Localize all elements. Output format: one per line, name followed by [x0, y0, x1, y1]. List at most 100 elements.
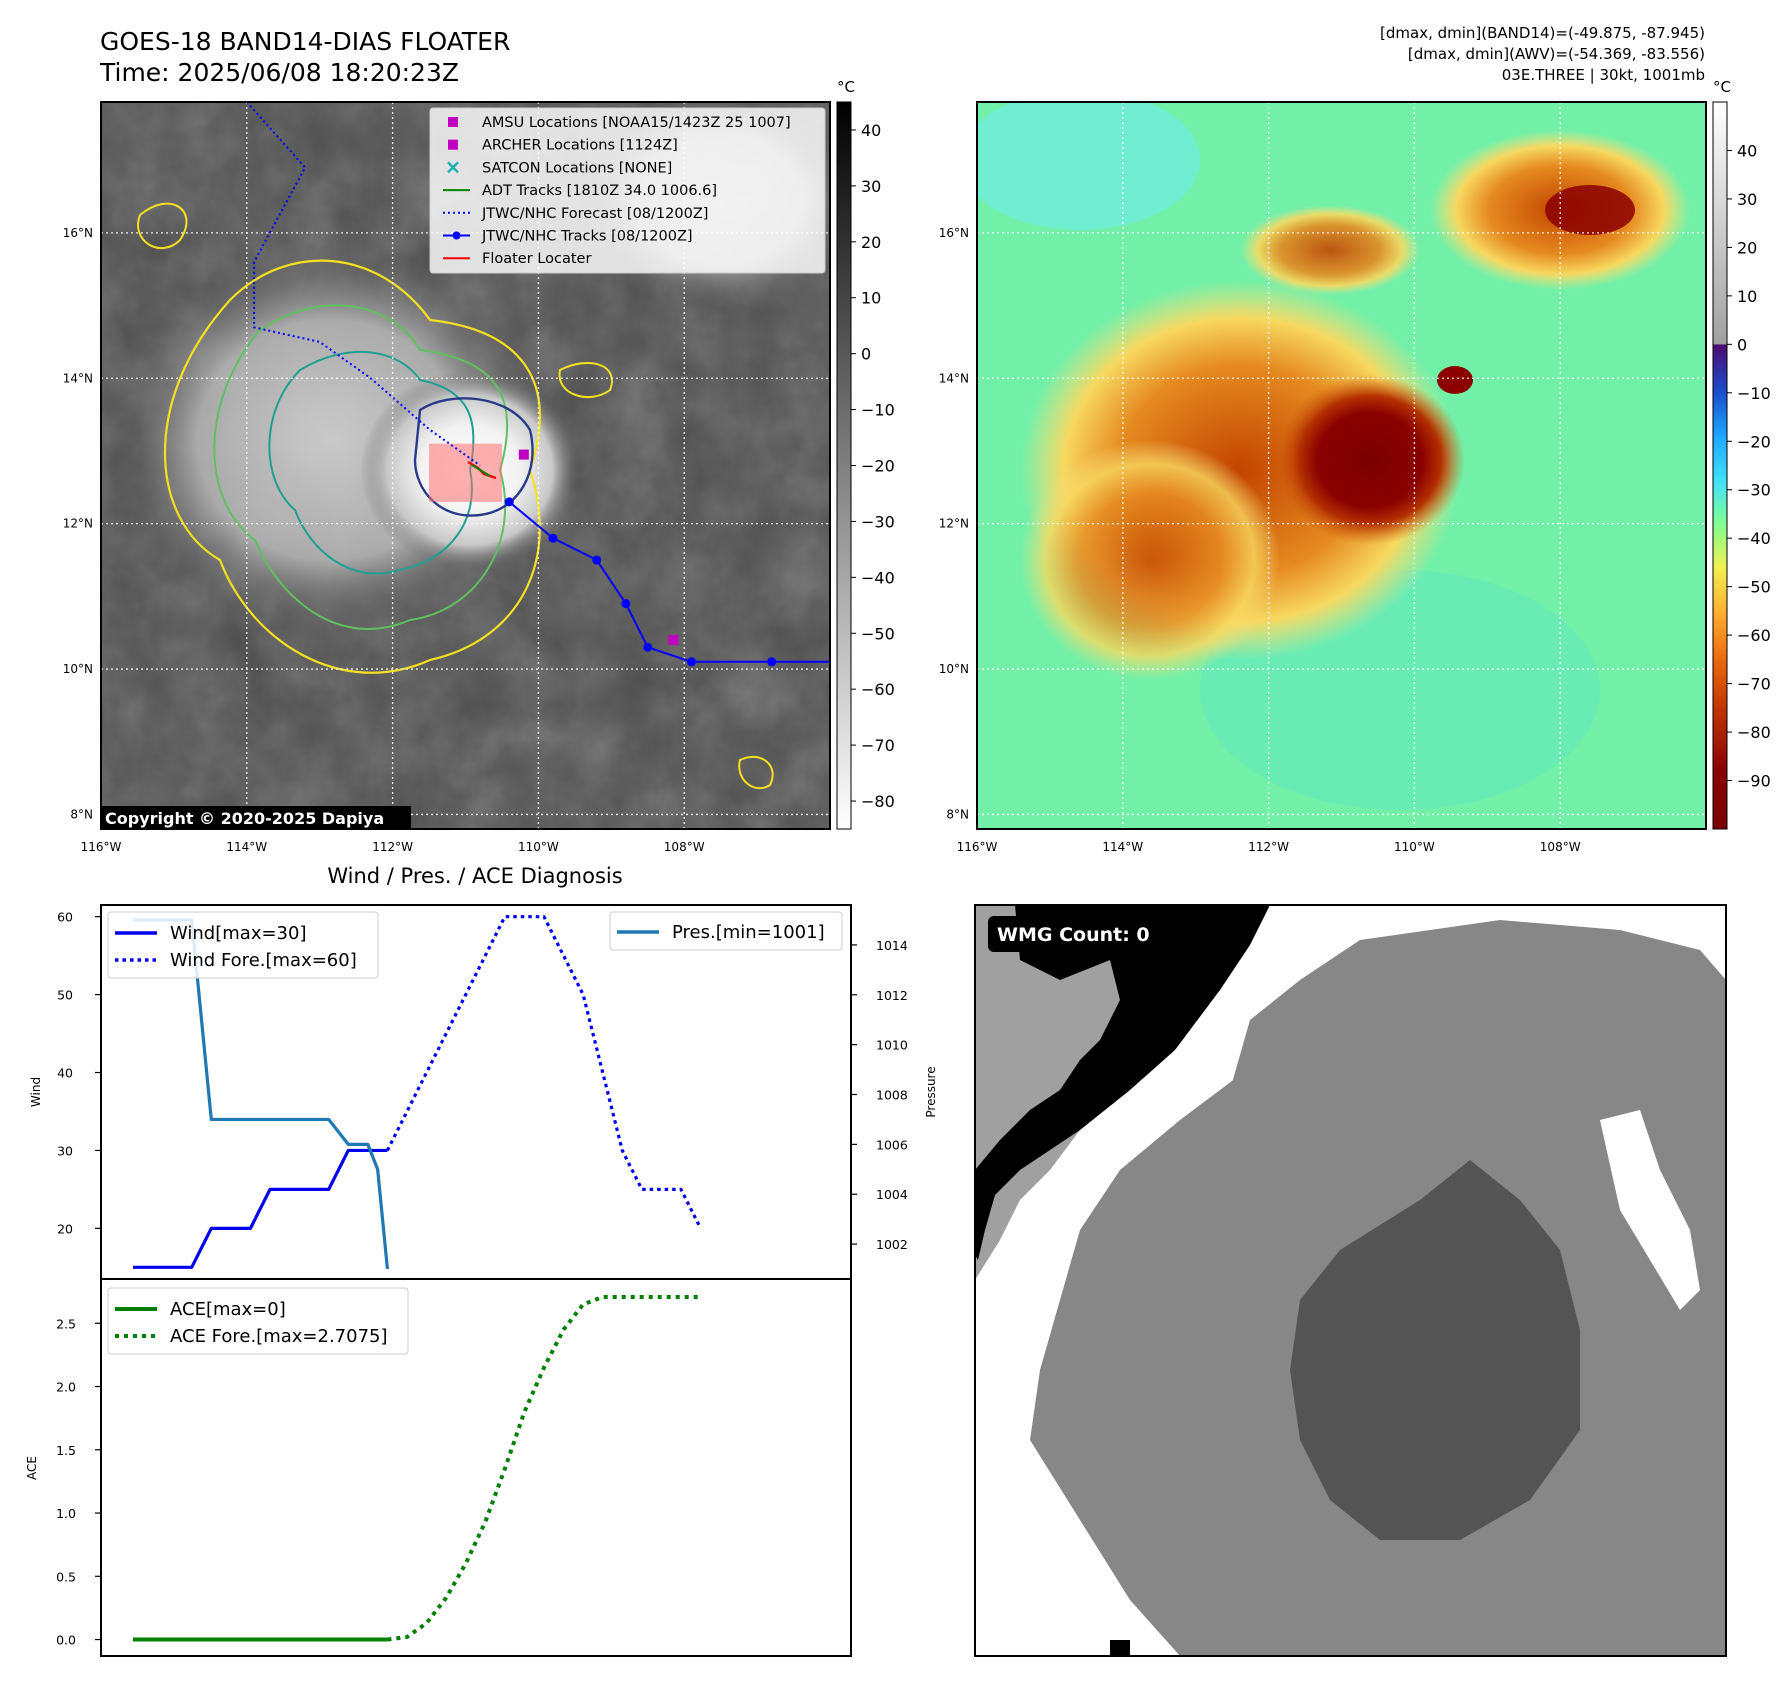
ace-legend: ACE[max=0] ACE Fore.[max=2.7075]: [107, 1287, 409, 1355]
y2-tick-label: 1002: [876, 1237, 908, 1252]
contour-nw: [137, 202, 188, 250]
colorbar-tick-label: −90: [1737, 772, 1771, 791]
legend-label: ADT Tracks [1810Z 34.0 1006.6]: [482, 183, 717, 199]
lon-label: 114°W: [226, 840, 267, 854]
awv-colorbar-unit: °C: [1713, 78, 1731, 96]
copyright: Copyright © 2020-2025 Dapiya: [105, 809, 384, 828]
contour-e: [558, 361, 613, 399]
awv-cell-e: [1437, 366, 1473, 394]
legend-label: AMSU Locations [NOAA15/1423Z 25 1007]: [482, 115, 791, 131]
awv-grid: [977, 102, 1706, 829]
track-point: [621, 599, 631, 609]
colorbar-tick-label: −80: [1737, 723, 1771, 742]
awv-map-panel: °C 403020100−10−20−30−40−50−60−70−80−90 …: [939, 78, 1771, 854]
y-tick-label: 2.0: [56, 1380, 76, 1395]
wmg-black-cell: [1110, 1640, 1130, 1656]
awv-core-ne: [1545, 185, 1635, 235]
legend-label: JTWC/NHC Tracks [08/1200Z]: [481, 229, 693, 245]
y-tick-label: 60: [57, 910, 73, 925]
ir-map-panel: Copyright © 2020-2025 Dapiya AMSU Locati…: [63, 78, 895, 854]
ir-colorbar-ticks: 40 30 20 10 0 −10 −20 −30 −40 −50 −60 −70 −80: [851, 121, 895, 811]
lat-label: 10°N: [63, 662, 93, 676]
legend-label: ARCHER Locations [1124Z]: [482, 138, 678, 154]
y-tick-label: 1.5: [56, 1443, 76, 1458]
colorbar-tick-label: 40: [1737, 141, 1757, 160]
wmg-count-label: WMG Count: 0: [997, 924, 1150, 946]
lat-label: 12°N: [63, 517, 93, 531]
colorbar-tick-label: 40: [861, 121, 881, 140]
y2-tick-label: 1014: [876, 938, 908, 953]
colorbar-tick-label: 30: [861, 177, 881, 196]
y2-tick-label: 1010: [876, 1038, 908, 1053]
colorbar-tick-label: −10: [861, 401, 895, 420]
awv-storm-core: [1275, 375, 1465, 545]
colorbar-tick-label: 0: [1737, 335, 1747, 354]
amsu-point: [518, 449, 529, 460]
lon-label: 116°W: [81, 840, 122, 854]
colorbar-tick-label: 20: [861, 233, 881, 252]
legend-label: JTWC/NHC Forecast [08/1200Z]: [481, 206, 708, 222]
lat-label: 16°N: [939, 226, 969, 240]
wmg-frame: [974, 904, 1727, 1657]
y2-tick-label: 1008: [876, 1087, 908, 1102]
legend-marker-square: [448, 117, 458, 127]
wind-legend: Wind[max=30] Wind Fore.[max=60]: [107, 911, 379, 979]
awv-cyan-nw: [977, 102, 1200, 230]
awv-band-n: [1240, 205, 1420, 295]
amsu-points: [518, 449, 679, 645]
wmg-panel: WMG Count: 0: [974, 904, 1727, 1657]
colorbar-tick-label: −40: [861, 568, 895, 587]
lon-label: 116°W: [957, 840, 998, 854]
lat-label: 10°N: [939, 662, 969, 676]
contour-yellow: [164, 259, 541, 674]
ir-map-frame: [100, 101, 831, 830]
pressure-y-ticks: 1002 1004 1006 1008 1010 1012 1014: [851, 938, 908, 1252]
lat-label: 12°N: [939, 517, 969, 531]
lat-label: 8°N: [946, 807, 969, 821]
info-line2: [dmax, dmin](AWV)=(-54.369, -83.556): [1408, 45, 1705, 63]
y-tick-label: 1.0: [56, 1506, 76, 1521]
lon-label: 114°W: [1102, 840, 1143, 854]
lat-label: 14°N: [939, 371, 969, 385]
y-tick-label: 0.0: [56, 1633, 76, 1648]
legend-box: [429, 107, 826, 274]
lon-label: 112°W: [372, 840, 413, 854]
copyright-bg: [101, 806, 411, 829]
lat-label: 14°N: [63, 371, 93, 385]
legend-marker-dot: [452, 231, 461, 240]
lon-label: 110°W: [1394, 840, 1435, 854]
info-line1: [dmax, dmin](BAND14)=(-49.875, -87.945): [1380, 24, 1705, 42]
lat-label: 16°N: [63, 226, 93, 240]
ir-colorbar: [836, 101, 852, 830]
y2-tick-label: 1012: [876, 988, 908, 1003]
ace-series-line-1: [387, 1295, 701, 1642]
amsu-point: [668, 634, 679, 645]
ace-y-ticks: 0.0 0.5 1.0 1.5 2.0 2.5: [56, 1316, 101, 1648]
legend-box: [107, 1287, 409, 1355]
legend-label: Pres.[min=1001]: [672, 922, 825, 943]
lat-label: 8°N: [70, 807, 93, 821]
colorbar-tick-label: −50: [1737, 578, 1771, 597]
ace-series-group: [133, 1295, 701, 1642]
contour-green: [213, 304, 509, 630]
colorbar-tick-label: −30: [1737, 481, 1771, 500]
wind-ylabel: Wind: [29, 1077, 43, 1107]
track-point: [767, 657, 777, 667]
track-point: [643, 642, 653, 652]
colorbar-tick-label: −70: [861, 736, 895, 755]
awv-lat-labels: 16°N 14°N 12°N 10°N 8°N: [939, 226, 969, 822]
track-point: [686, 657, 696, 667]
title-line1: GOES-18 BAND14-DIAS FLOATER: [100, 27, 510, 56]
lon-label: 110°W: [518, 840, 559, 854]
colorbar-tick-label: −40: [1737, 529, 1771, 548]
ir-lon-labels: 116°W 114°W 112°W 110°W 108°W: [81, 840, 705, 854]
y-tick-label: 2.5: [56, 1316, 76, 1331]
legend-label: ACE Fore.[max=2.7075]: [170, 1326, 388, 1347]
colorbar-tick-label: −70: [1737, 675, 1771, 694]
colorbar-tick-label: −30: [861, 512, 895, 531]
ir-lat-labels: 16°N 14°N 12°N 10°N 8°N: [63, 226, 93, 822]
pressure-legend: Pres.[min=1001]: [609, 911, 843, 951]
legend-label: ACE[max=0]: [170, 1299, 286, 1320]
wind-chart-title: Wind / Pres. / ACE Diagnosis: [327, 864, 622, 888]
